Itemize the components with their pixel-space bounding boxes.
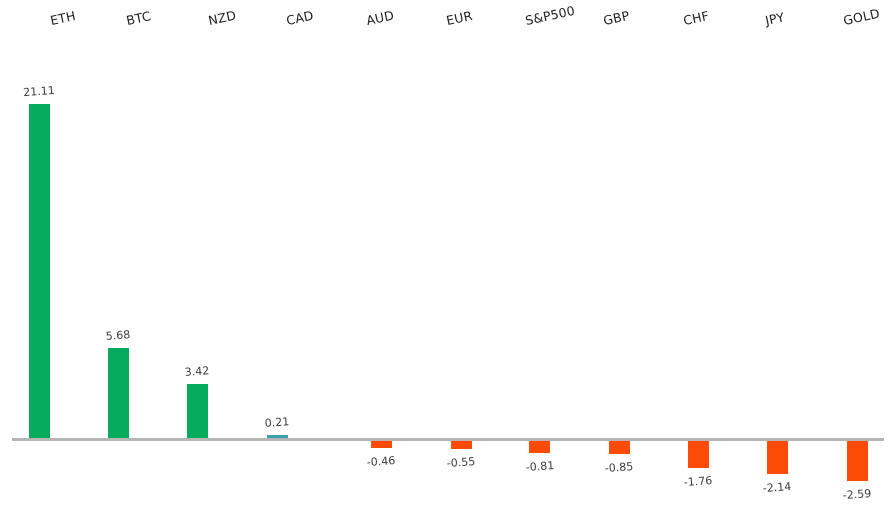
bar-s&p500 bbox=[529, 440, 550, 454]
category-label: GBP bbox=[601, 7, 631, 28]
value-label: 0.21 bbox=[264, 414, 290, 430]
category-label: CHF bbox=[681, 7, 711, 29]
category-label: JPY bbox=[763, 9, 786, 28]
value-label: 5.68 bbox=[105, 328, 131, 344]
category-label: BTC bbox=[124, 8, 153, 29]
category-label: EUR bbox=[444, 7, 474, 28]
category-label: GOLD bbox=[841, 5, 882, 28]
bar-chf bbox=[687, 440, 709, 469]
bar-eth bbox=[28, 104, 50, 438]
value-label: -0.46 bbox=[366, 453, 396, 469]
bar-eur bbox=[450, 440, 472, 450]
value-label: -1.76 bbox=[683, 474, 713, 490]
value-label: -0.55 bbox=[446, 455, 476, 471]
value-label: 3.42 bbox=[184, 364, 210, 379]
category-label: NZD bbox=[206, 7, 238, 29]
value-label: 21.11 bbox=[22, 84, 56, 100]
value-label: -0.85 bbox=[604, 459, 634, 475]
value-label: -0.81 bbox=[524, 459, 555, 475]
bar-aud bbox=[370, 440, 392, 448]
category-label: AUD bbox=[364, 7, 396, 29]
bar-gbp bbox=[608, 440, 630, 454]
bar-btc bbox=[107, 348, 129, 438]
value-label: -2.14 bbox=[762, 480, 792, 496]
x-axis-baseline bbox=[12, 438, 884, 441]
bar-gold bbox=[846, 440, 868, 482]
bar-jpy bbox=[766, 440, 788, 475]
value-label: -2.59 bbox=[842, 487, 872, 503]
category-label: S&P500 bbox=[523, 2, 577, 29]
category-label: CAD bbox=[284, 7, 315, 28]
category-label: ETH bbox=[48, 8, 77, 28]
bar-nzd bbox=[186, 383, 208, 438]
bar-cad bbox=[266, 434, 288, 438]
